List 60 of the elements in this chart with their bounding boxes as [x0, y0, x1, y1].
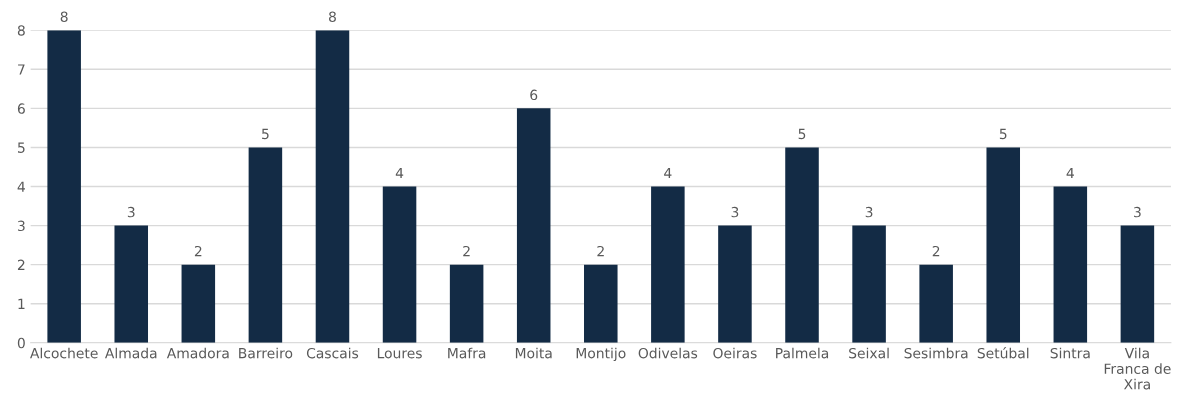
y-tick-label: 3 [17, 220, 25, 232]
bar [248, 147, 283, 343]
bar [1120, 225, 1155, 343]
x-tick-label: Odivelas [638, 347, 698, 359]
data-label: 8 [329, 11, 336, 22]
data-label: 3 [731, 206, 739, 218]
data-label: 3 [865, 206, 873, 218]
x-tick-label: Sintra [1050, 347, 1090, 359]
x-tick-label: Seixal [849, 347, 889, 359]
x-tick-label: Sesimbra [904, 347, 968, 359]
data-label: 2 [463, 245, 470, 257]
bar [852, 225, 886, 343]
x-tick-label: Palmela [776, 347, 829, 359]
x-tick-label: Almada [104, 347, 157, 359]
bar [919, 264, 953, 343]
data-label: 3 [1134, 206, 1141, 218]
bar [718, 225, 752, 343]
data-label: 4 [664, 167, 672, 179]
data-label: 4 [395, 167, 404, 179]
x-tick-label: Cascais [306, 347, 359, 359]
bar [114, 225, 149, 343]
data-label: 5 [798, 128, 806, 140]
bar [986, 147, 1021, 343]
bar [315, 30, 350, 343]
bar [584, 264, 618, 343]
x-tick-label: Mafra [448, 347, 486, 359]
data-label: 5 [999, 128, 1007, 140]
bar [516, 108, 551, 343]
data-label: 6 [530, 89, 538, 101]
bar [181, 264, 216, 343]
x-tick-label: Montijo [576, 347, 626, 362]
x-tick-label: Amadora [166, 347, 229, 359]
y-tick-label: 8 [17, 25, 25, 36]
data-label: 3 [127, 206, 135, 218]
data-label: 2 [932, 245, 940, 257]
data-label: 8 [60, 11, 68, 22]
y-tick-label: 6 [17, 103, 25, 114]
y-tick-label: 2 [17, 259, 25, 270]
y-tick-label: 0 [17, 337, 25, 349]
bar [785, 147, 819, 343]
y-tick-label: 4 [17, 181, 25, 192]
data-label: 2 [597, 245, 604, 257]
bar [1053, 186, 1088, 343]
bar [382, 186, 417, 343]
x-tick-label: Setúbal [977, 347, 1029, 359]
x-tick-label: Loures [377, 348, 422, 359]
bar [449, 264, 484, 343]
data-label: 4 [1066, 167, 1074, 179]
bar [651, 186, 685, 343]
y-tick-label: 5 [18, 142, 25, 153]
y-tick-label: 1 [18, 298, 25, 309]
x-tick-label: Barreiro [239, 347, 293, 359]
x-tick-label: Alcochete [30, 347, 98, 359]
data-label: 5 [262, 128, 269, 140]
x-tick-label: Oeiras [713, 347, 757, 359]
data-label: 2 [194, 245, 202, 257]
x-tick-label: Vila Franca de Xira [1104, 347, 1171, 390]
y-tick-label: 7 [18, 64, 25, 75]
x-tick-label: Moita [515, 347, 552, 359]
bar [47, 30, 81, 343]
